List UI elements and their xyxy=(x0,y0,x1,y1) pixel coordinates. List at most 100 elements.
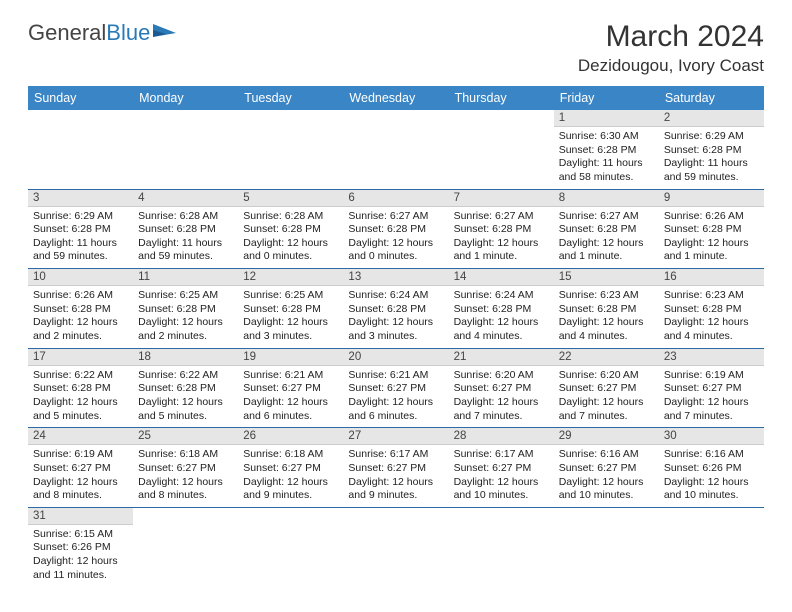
calendar-table: SundayMondayTuesdayWednesdayThursdayFrid… xyxy=(28,86,764,586)
day-cell-12: 12Sunrise: 6:25 AMSunset: 6:28 PMDayligh… xyxy=(238,269,343,349)
day-content: Sunrise: 6:25 AMSunset: 6:28 PMDaylight:… xyxy=(238,286,343,348)
weekday-sunday: Sunday xyxy=(28,86,133,110)
day-content: Sunrise: 6:21 AMSunset: 6:27 PMDaylight:… xyxy=(343,366,448,428)
calendar-row: 17Sunrise: 6:22 AMSunset: 6:28 PMDayligh… xyxy=(28,348,764,428)
day-content: Sunrise: 6:20 AMSunset: 6:27 PMDaylight:… xyxy=(554,366,659,428)
day-content: Sunrise: 6:26 AMSunset: 6:28 PMDaylight:… xyxy=(28,286,133,348)
day-number: 14 xyxy=(449,269,554,286)
day-content: Sunrise: 6:18 AMSunset: 6:27 PMDaylight:… xyxy=(238,445,343,507)
day-number: 31 xyxy=(28,508,133,525)
day-content: Sunrise: 6:28 AMSunset: 6:28 PMDaylight:… xyxy=(133,207,238,269)
day-content: Sunrise: 6:27 AMSunset: 6:28 PMDaylight:… xyxy=(449,207,554,269)
day-number: 25 xyxy=(133,428,238,445)
day-cell-17: 17Sunrise: 6:22 AMSunset: 6:28 PMDayligh… xyxy=(28,348,133,428)
day-cell-22: 22Sunrise: 6:20 AMSunset: 6:27 PMDayligh… xyxy=(554,348,659,428)
day-content: Sunrise: 6:23 AMSunset: 6:28 PMDaylight:… xyxy=(554,286,659,348)
day-number: 13 xyxy=(343,269,448,286)
logo-text-general: General xyxy=(28,20,106,46)
day-number: 1 xyxy=(554,110,659,127)
day-number: 8 xyxy=(554,190,659,207)
empty-cell xyxy=(449,110,554,189)
day-number: 29 xyxy=(554,428,659,445)
day-content: Sunrise: 6:21 AMSunset: 6:27 PMDaylight:… xyxy=(238,366,343,428)
day-content: Sunrise: 6:24 AMSunset: 6:28 PMDaylight:… xyxy=(449,286,554,348)
day-number: 3 xyxy=(28,190,133,207)
empty-cell xyxy=(554,507,659,586)
day-number: 17 xyxy=(28,349,133,366)
weekday-tuesday: Tuesday xyxy=(238,86,343,110)
title-block: March 2024 Dezidougou, Ivory Coast xyxy=(578,20,764,76)
day-cell-31: 31Sunrise: 6:15 AMSunset: 6:26 PMDayligh… xyxy=(28,507,133,586)
day-content: Sunrise: 6:19 AMSunset: 6:27 PMDaylight:… xyxy=(28,445,133,507)
day-cell-10: 10Sunrise: 6:26 AMSunset: 6:28 PMDayligh… xyxy=(28,269,133,349)
day-content: Sunrise: 6:24 AMSunset: 6:28 PMDaylight:… xyxy=(343,286,448,348)
day-cell-6: 6Sunrise: 6:27 AMSunset: 6:28 PMDaylight… xyxy=(343,189,448,269)
day-cell-9: 9Sunrise: 6:26 AMSunset: 6:28 PMDaylight… xyxy=(659,189,764,269)
empty-cell xyxy=(659,507,764,586)
day-content: Sunrise: 6:29 AMSunset: 6:28 PMDaylight:… xyxy=(659,127,764,189)
day-content: Sunrise: 6:15 AMSunset: 6:26 PMDaylight:… xyxy=(28,525,133,587)
day-number: 11 xyxy=(133,269,238,286)
day-cell-15: 15Sunrise: 6:23 AMSunset: 6:28 PMDayligh… xyxy=(554,269,659,349)
page-title: March 2024 xyxy=(578,20,764,54)
day-content: Sunrise: 6:29 AMSunset: 6:28 PMDaylight:… xyxy=(28,207,133,269)
calendar-row: 10Sunrise: 6:26 AMSunset: 6:28 PMDayligh… xyxy=(28,269,764,349)
day-cell-25: 25Sunrise: 6:18 AMSunset: 6:27 PMDayligh… xyxy=(133,428,238,508)
weekday-thursday: Thursday xyxy=(449,86,554,110)
day-cell-18: 18Sunrise: 6:22 AMSunset: 6:28 PMDayligh… xyxy=(133,348,238,428)
day-cell-1: 1Sunrise: 6:30 AMSunset: 6:28 PMDaylight… xyxy=(554,110,659,189)
day-content: Sunrise: 6:22 AMSunset: 6:28 PMDaylight:… xyxy=(133,366,238,428)
day-cell-8: 8Sunrise: 6:27 AMSunset: 6:28 PMDaylight… xyxy=(554,189,659,269)
day-number: 5 xyxy=(238,190,343,207)
day-number: 10 xyxy=(28,269,133,286)
day-cell-30: 30Sunrise: 6:16 AMSunset: 6:26 PMDayligh… xyxy=(659,428,764,508)
day-number: 23 xyxy=(659,349,764,366)
day-number: 9 xyxy=(659,190,764,207)
day-cell-28: 28Sunrise: 6:17 AMSunset: 6:27 PMDayligh… xyxy=(449,428,554,508)
day-cell-16: 16Sunrise: 6:23 AMSunset: 6:28 PMDayligh… xyxy=(659,269,764,349)
day-cell-27: 27Sunrise: 6:17 AMSunset: 6:27 PMDayligh… xyxy=(343,428,448,508)
empty-cell xyxy=(343,110,448,189)
day-number: 16 xyxy=(659,269,764,286)
day-cell-5: 5Sunrise: 6:28 AMSunset: 6:28 PMDaylight… xyxy=(238,189,343,269)
day-content: Sunrise: 6:26 AMSunset: 6:28 PMDaylight:… xyxy=(659,207,764,269)
day-content: Sunrise: 6:20 AMSunset: 6:27 PMDaylight:… xyxy=(449,366,554,428)
day-number: 6 xyxy=(343,190,448,207)
weekday-wednesday: Wednesday xyxy=(343,86,448,110)
day-number: 19 xyxy=(238,349,343,366)
day-content: Sunrise: 6:17 AMSunset: 6:27 PMDaylight:… xyxy=(449,445,554,507)
day-cell-7: 7Sunrise: 6:27 AMSunset: 6:28 PMDaylight… xyxy=(449,189,554,269)
day-number: 4 xyxy=(133,190,238,207)
day-content: Sunrise: 6:16 AMSunset: 6:27 PMDaylight:… xyxy=(554,445,659,507)
day-cell-3: 3Sunrise: 6:29 AMSunset: 6:28 PMDaylight… xyxy=(28,189,133,269)
calendar-row: 31Sunrise: 6:15 AMSunset: 6:26 PMDayligh… xyxy=(28,507,764,586)
day-content: Sunrise: 6:27 AMSunset: 6:28 PMDaylight:… xyxy=(554,207,659,269)
day-number: 27 xyxy=(343,428,448,445)
day-cell-21: 21Sunrise: 6:20 AMSunset: 6:27 PMDayligh… xyxy=(449,348,554,428)
day-content: Sunrise: 6:28 AMSunset: 6:28 PMDaylight:… xyxy=(238,207,343,269)
day-number: 21 xyxy=(449,349,554,366)
day-number: 22 xyxy=(554,349,659,366)
empty-cell xyxy=(343,507,448,586)
day-number: 30 xyxy=(659,428,764,445)
logo-text-blue: Blue xyxy=(106,20,150,46)
calendar-row: 3Sunrise: 6:29 AMSunset: 6:28 PMDaylight… xyxy=(28,189,764,269)
day-number: 12 xyxy=(238,269,343,286)
empty-cell xyxy=(238,507,343,586)
day-cell-4: 4Sunrise: 6:28 AMSunset: 6:28 PMDaylight… xyxy=(133,189,238,269)
day-cell-13: 13Sunrise: 6:24 AMSunset: 6:28 PMDayligh… xyxy=(343,269,448,349)
location: Dezidougou, Ivory Coast xyxy=(578,56,764,76)
day-content: Sunrise: 6:30 AMSunset: 6:28 PMDaylight:… xyxy=(554,127,659,189)
day-cell-11: 11Sunrise: 6:25 AMSunset: 6:28 PMDayligh… xyxy=(133,269,238,349)
logo: GeneralBlue xyxy=(28,20,178,46)
header: GeneralBlue March 2024 Dezidougou, Ivory… xyxy=(28,20,764,76)
day-number: 7 xyxy=(449,190,554,207)
day-number: 28 xyxy=(449,428,554,445)
day-content: Sunrise: 6:27 AMSunset: 6:28 PMDaylight:… xyxy=(343,207,448,269)
flag-icon xyxy=(152,20,178,46)
empty-cell xyxy=(28,110,133,189)
day-content: Sunrise: 6:25 AMSunset: 6:28 PMDaylight:… xyxy=(133,286,238,348)
day-cell-23: 23Sunrise: 6:19 AMSunset: 6:27 PMDayligh… xyxy=(659,348,764,428)
day-content: Sunrise: 6:17 AMSunset: 6:27 PMDaylight:… xyxy=(343,445,448,507)
day-content: Sunrise: 6:19 AMSunset: 6:27 PMDaylight:… xyxy=(659,366,764,428)
